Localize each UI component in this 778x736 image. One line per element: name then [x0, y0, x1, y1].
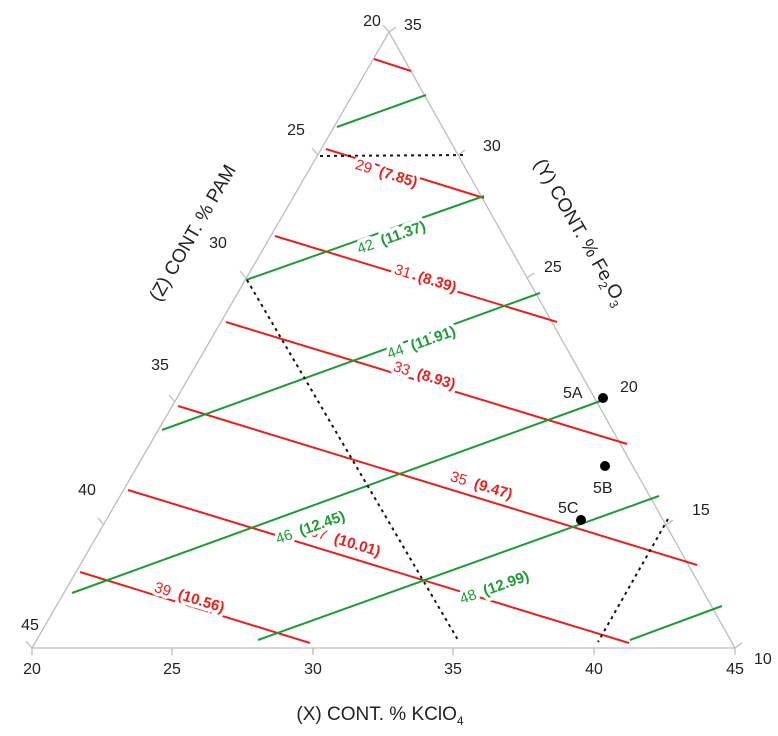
y-tick-mark: [665, 519, 674, 526]
frame-left-edge: [31, 31, 390, 649]
red-isoline: [373, 58, 412, 72]
z-tick-label: 30: [209, 235, 227, 252]
red-isoline: [79, 571, 311, 644]
x-axis-title-text: (X) CONT. % KClO: [296, 704, 456, 725]
isoline-value: 42: [355, 236, 376, 258]
red-isoline: [225, 321, 628, 445]
red-isoline-label: 31 (8.39): [392, 261, 458, 296]
z-tick-mark: [168, 394, 176, 403]
isoline-secondary-value: (12.99): [481, 568, 531, 600]
isoline-value: 46: [274, 526, 295, 548]
green-isoline: [161, 292, 541, 431]
tick-marks: [25, 24, 743, 655]
data-points: 5A 5B 5C: [558, 385, 613, 525]
isoline-secondary-value: (10.56): [176, 586, 226, 616]
isoline-value: 39: [152, 579, 173, 600]
z-axis-title: (Z) CONT. % PAM: [146, 161, 241, 305]
x-tick-label: 30: [304, 661, 322, 678]
isoline-secondary-value: (7.85): [377, 163, 419, 191]
x-tick-label: 35: [444, 661, 462, 678]
z-tick-label: 20: [363, 13, 381, 30]
point-5b-label: 5B: [593, 480, 613, 497]
z-tick-label: 45: [21, 617, 39, 634]
z-tick-label: 25: [287, 122, 305, 139]
green-isoline: [257, 495, 660, 641]
green-isoline: [629, 605, 723, 641]
isoline-secondary-value: (8.93): [415, 365, 457, 393]
isoline-value: 35: [448, 468, 469, 489]
x-tick-labels: 20 25 30 35 40 45: [23, 661, 744, 678]
z-tick-mark: [25, 640, 33, 649]
point-5c-label: 5C: [558, 500, 578, 517]
y-tick-mark: [526, 272, 535, 279]
dashed-boundary-top: [319, 154, 468, 157]
y-tick-label: 15: [692, 502, 710, 519]
red-isoline-label: 29 (7.85): [353, 156, 419, 191]
z-tick-label: 35: [151, 357, 169, 374]
y-axis-title: (Y) CONT. % Fe2O3: [527, 155, 631, 311]
red-isoline: [325, 148, 485, 199]
point-5c: [576, 515, 586, 525]
isoline-secondary-value: (11.37): [378, 218, 428, 250]
x-axis-title: (X) CONT. % KClO4: [296, 704, 463, 728]
y-tick-mark: [388, 26, 397, 33]
point-5a: [598, 393, 608, 403]
dashed-boundary-right: [597, 518, 669, 643]
z-tick-mark: [239, 270, 247, 279]
red-isoline: [177, 405, 698, 566]
z-tick-mark: [382, 24, 390, 33]
green-isolines: [71, 94, 723, 641]
x-tick-label: 40: [585, 661, 603, 678]
red-isoline-label: 39 (10.56): [152, 579, 226, 616]
green-isoline: [336, 94, 427, 128]
y-tick-mark: [457, 149, 466, 156]
y-tick-label: 35: [404, 17, 422, 34]
point-5a-label: 5A: [563, 385, 583, 402]
isoline-value: 31: [392, 261, 413, 282]
triangle-frame: [31, 31, 736, 649]
green-isoline: [71, 398, 607, 594]
y-tick-labels: 35 30 25 20 15 10: [404, 17, 772, 668]
isoline-secondary-value: (11.91): [408, 323, 458, 355]
x-tick-label: 20: [23, 661, 41, 678]
z-tick-labels: 20 25 30 35 40 45: [21, 13, 381, 634]
red-isoline-label: 33 (8.93): [391, 358, 457, 393]
dashed-boundaries: [246, 154, 669, 643]
x-tick-label: 45: [726, 661, 744, 678]
isoline-value: 29: [353, 156, 374, 177]
y-tick-label: 20: [620, 379, 638, 396]
frame-right-edge: [388, 31, 736, 649]
red-isoline: [127, 489, 630, 644]
z-tick-label: 40: [78, 482, 96, 499]
red-isolines: [79, 58, 698, 644]
point-5b: [600, 461, 610, 471]
isoline-value: 48: [458, 586, 479, 608]
y-tick-label: 30: [483, 138, 501, 155]
x-axis-title-subscript: 4: [457, 714, 464, 728]
isoline-secondary-value: (10.01): [332, 530, 382, 560]
z-tick-mark: [311, 147, 319, 156]
x-tick-label: 25: [163, 661, 181, 678]
red-isoline: [274, 235, 558, 323]
green-isoline-label: 44 (11.91): [385, 323, 458, 363]
z-tick-mark: [97, 517, 105, 526]
y-tick-mark: [734, 642, 743, 649]
green-isoline-label: 42 (11.37): [355, 218, 428, 258]
green-isoline: [245, 195, 485, 281]
y-tick-label: 10: [754, 651, 772, 668]
y-tick-label: 25: [544, 259, 562, 276]
isoline-secondary-value: (8.39): [416, 268, 458, 296]
y-axis-title-text: (Y) CONT. % Fe: [529, 155, 616, 284]
